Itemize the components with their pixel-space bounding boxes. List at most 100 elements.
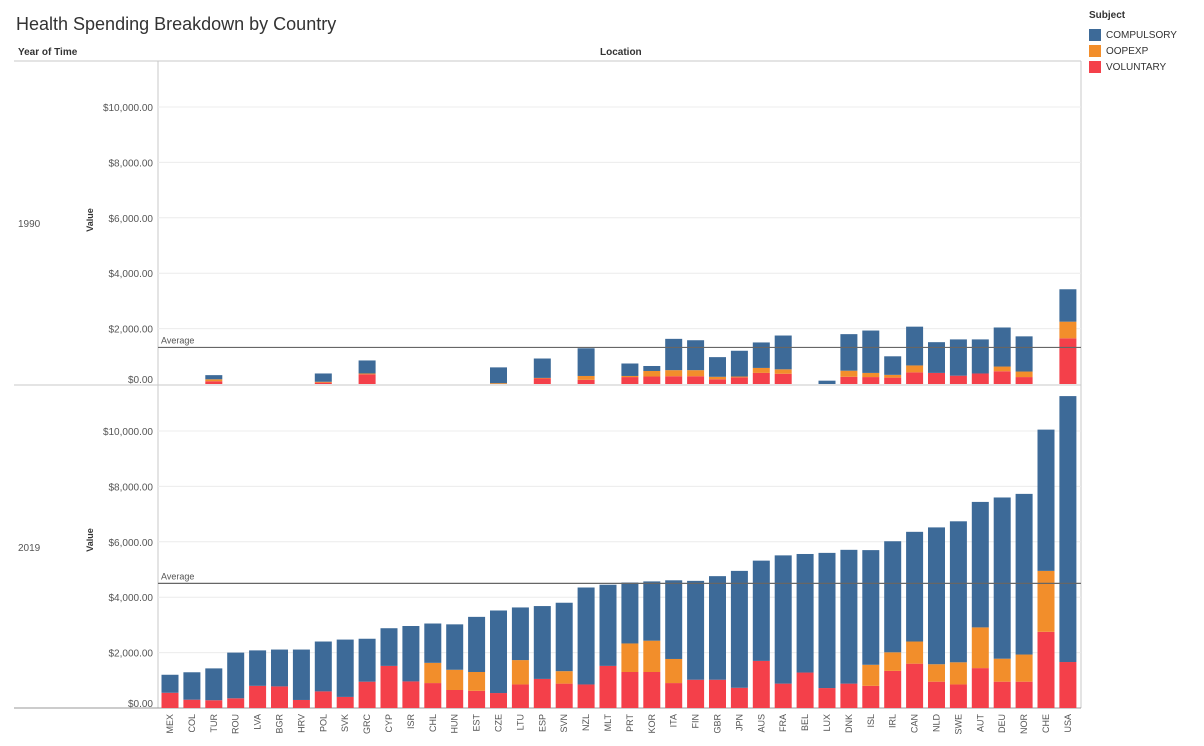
bar-voluntary-isl-1990[interactable] <box>862 377 880 384</box>
bar-compulsory-irl-1990[interactable] <box>884 356 902 375</box>
bar-voluntary-kor-2019[interactable] <box>643 671 661 708</box>
bar-compulsory-can-1990[interactable] <box>906 326 924 366</box>
bar-oopexp-nld-2019[interactable] <box>928 664 945 682</box>
bar-compulsory-gbr-2019[interactable] <box>709 576 726 680</box>
bar-compulsory-svn-2019[interactable] <box>555 602 573 672</box>
bar-voluntary-ita-2019[interactable] <box>665 683 683 708</box>
bar-oopexp-nor-2019[interactable] <box>1015 654 1033 682</box>
bar-voluntary-prt-1990[interactable] <box>621 377 639 384</box>
bar-voluntary-bgr-2019[interactable] <box>271 686 288 708</box>
bar-compulsory-fin-2019[interactable] <box>687 580 705 680</box>
bar-oopexp-isl-1990[interactable] <box>862 372 880 378</box>
bar-oopexp-nor-1990[interactable] <box>1015 371 1033 378</box>
bar-voluntary-usa-1990[interactable] <box>1059 338 1077 384</box>
bar-voluntary-fin-2019[interactable] <box>687 679 705 708</box>
bar-compulsory-esp-1990[interactable] <box>533 358 551 378</box>
bar-voluntary-hun-2019[interactable] <box>446 689 464 708</box>
bar-voluntary-pol-1990[interactable] <box>314 382 332 384</box>
bar-voluntary-can-2019[interactable] <box>906 663 924 708</box>
bar-oopexp-irl-2019[interactable] <box>884 652 902 671</box>
bar-compulsory-aus-1990[interactable] <box>752 342 770 368</box>
bar-compulsory-prt-1990[interactable] <box>621 363 639 376</box>
bar-compulsory-nzl-1990[interactable] <box>577 348 595 376</box>
bar-voluntary-gbr-1990[interactable] <box>709 379 726 384</box>
bar-compulsory-cyp-2019[interactable] <box>380 628 398 666</box>
bar-compulsory-rou-2019[interactable] <box>227 652 245 699</box>
bar-voluntary-aus-1990[interactable] <box>752 372 770 384</box>
bar-compulsory-nzl-2019[interactable] <box>577 587 595 685</box>
bar-compulsory-fra-2019[interactable] <box>774 555 792 684</box>
bar-voluntary-nzl-2019[interactable] <box>577 684 595 708</box>
bar-voluntary-est-2019[interactable] <box>468 690 486 708</box>
bar-compulsory-bgr-2019[interactable] <box>271 649 288 687</box>
bar-voluntary-ita-1990[interactable] <box>665 376 683 384</box>
bar-oopexp-hun-2019[interactable] <box>446 669 464 690</box>
bar-oopexp-grc-1990[interactable] <box>358 373 376 375</box>
bar-compulsory-deu-2019[interactable] <box>993 497 1011 659</box>
bar-compulsory-svk-2019[interactable] <box>336 639 354 697</box>
bar-voluntary-col-2019[interactable] <box>183 699 201 708</box>
bar-compulsory-nld-1990[interactable] <box>928 342 945 373</box>
bar-compulsory-isl-2019[interactable] <box>862 550 880 665</box>
bar-compulsory-can-2019[interactable] <box>906 531 924 642</box>
bar-compulsory-isr-2019[interactable] <box>402 626 420 682</box>
bar-voluntary-fra-2019[interactable] <box>774 683 792 708</box>
bar-voluntary-nzl-1990[interactable] <box>577 379 595 384</box>
bar-compulsory-pol-1990[interactable] <box>314 373 332 382</box>
bar-compulsory-aut-1990[interactable] <box>971 339 989 374</box>
bar-voluntary-dnk-1990[interactable] <box>840 376 858 384</box>
legend-item-voluntary[interactable]: VOLUNTARY <box>1089 59 1177 75</box>
bar-compulsory-usa-2019[interactable] <box>1059 396 1077 663</box>
bar-oopexp-aut-2019[interactable] <box>971 627 989 669</box>
bar-oopexp-che-2019[interactable] <box>1037 570 1055 632</box>
bar-compulsory-lux-1990[interactable] <box>818 380 836 384</box>
bar-compulsory-lux-2019[interactable] <box>818 552 836 689</box>
bar-oopexp-aus-1990[interactable] <box>752 367 770 373</box>
bar-compulsory-irl-2019[interactable] <box>884 541 902 653</box>
bar-oopexp-tur-1990[interactable] <box>205 379 223 382</box>
bar-compulsory-nld-2019[interactable] <box>928 527 945 665</box>
bar-oopexp-nzl-1990[interactable] <box>577 375 595 380</box>
bar-compulsory-mlt-2019[interactable] <box>599 584 617 666</box>
bar-compulsory-hrv-2019[interactable] <box>292 649 310 700</box>
bar-compulsory-swe-2019[interactable] <box>949 521 967 663</box>
bar-oopexp-deu-2019[interactable] <box>993 658 1011 682</box>
bar-oopexp-ita-2019[interactable] <box>665 658 683 684</box>
bar-oopexp-can-1990[interactable] <box>906 365 924 373</box>
bar-compulsory-tur-2019[interactable] <box>205 668 223 701</box>
bar-compulsory-jpn-1990[interactable] <box>730 350 748 377</box>
bar-compulsory-swe-1990[interactable] <box>949 339 967 376</box>
bar-voluntary-lva-2019[interactable] <box>249 685 267 708</box>
bar-voluntary-swe-2019[interactable] <box>949 684 967 708</box>
bar-compulsory-bel-2019[interactable] <box>796 553 814 673</box>
bar-oopexp-kor-1990[interactable] <box>643 370 661 377</box>
bar-compulsory-ita-1990[interactable] <box>665 338 683 371</box>
bar-compulsory-isl-1990[interactable] <box>862 330 880 373</box>
bar-voluntary-tur-2019[interactable] <box>205 700 223 708</box>
bar-voluntary-isr-2019[interactable] <box>402 681 420 708</box>
bar-oopexp-isl-2019[interactable] <box>862 664 880 686</box>
bar-voluntary-swe-1990[interactable] <box>949 375 967 384</box>
bar-compulsory-kor-1990[interactable] <box>643 365 661 371</box>
bar-compulsory-esp-2019[interactable] <box>533 606 551 679</box>
bar-compulsory-mex-2019[interactable] <box>161 674 179 693</box>
bar-voluntary-chl-2019[interactable] <box>424 683 442 708</box>
bar-compulsory-usa-1990[interactable] <box>1059 289 1077 322</box>
bar-compulsory-nor-2019[interactable] <box>1015 493 1033 655</box>
bar-voluntary-bel-2019[interactable] <box>796 672 814 708</box>
bar-oopexp-esp-1990[interactable] <box>533 377 551 379</box>
bar-oopexp-gbr-1990[interactable] <box>709 376 726 380</box>
bar-compulsory-aus-2019[interactable] <box>752 560 770 661</box>
bar-oopexp-fin-1990[interactable] <box>687 370 705 377</box>
bar-oopexp-ltu-2019[interactable] <box>511 660 529 685</box>
bar-voluntary-nld-1990[interactable] <box>928 372 945 384</box>
bar-compulsory-nor-1990[interactable] <box>1015 336 1033 372</box>
bar-oopexp-svn-2019[interactable] <box>555 671 573 684</box>
bar-oopexp-cze-1990[interactable] <box>490 383 507 384</box>
bar-oopexp-est-2019[interactable] <box>468 671 486 691</box>
bar-compulsory-dnk-1990[interactable] <box>840 334 858 371</box>
legend-item-compulsory[interactable]: COMPULSORY <box>1089 27 1177 43</box>
bar-voluntary-nld-2019[interactable] <box>928 681 945 708</box>
bar-voluntary-dnk-2019[interactable] <box>840 683 858 708</box>
bar-voluntary-cze-2019[interactable] <box>490 693 507 708</box>
